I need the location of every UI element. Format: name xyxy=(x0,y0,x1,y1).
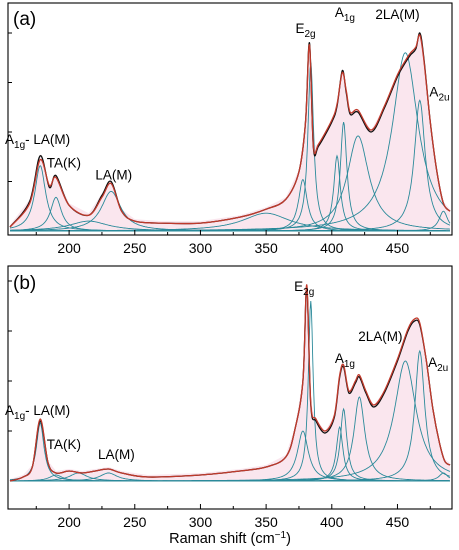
panel-b-label: (b) xyxy=(13,273,36,294)
panel-a-component-peaks xyxy=(9,52,451,232)
panel-a-peak-label-0: E2g xyxy=(295,21,315,40)
panel-a-series-layer xyxy=(9,32,451,228)
panel-b-highlight-band xyxy=(10,285,450,481)
panel-a-tick-label-300: 300 xyxy=(189,240,213,256)
x-axis-label-sup: −1 xyxy=(275,530,287,541)
panel-a-peak-label-2: 2LA(M) xyxy=(375,7,419,22)
panel-b-peak-label-4: A1g- LA(M) xyxy=(5,403,70,422)
panel-b-tick-label-350: 350 xyxy=(254,514,278,530)
panel-b-tick-label-400: 400 xyxy=(320,514,344,530)
panel-a-peak-label-5: TA(K) xyxy=(47,156,81,171)
panel-a-x-ticks: 200 250 300 350 400 450 xyxy=(8,32,431,256)
panel-b-tick-label-250: 250 xyxy=(123,514,147,530)
panel-a-frame xyxy=(7,2,453,236)
panel-a-tick-label-450: 450 xyxy=(386,240,410,256)
panel-a-highlight-layer xyxy=(10,31,450,231)
panel-b-component-peaks xyxy=(9,300,451,482)
panel-b-series-layer xyxy=(9,284,451,482)
panel-a-peak-label-1: A1g xyxy=(335,5,355,24)
panel-b-peak-label-0: E2g xyxy=(294,279,314,298)
panel-b-component-peak-11 xyxy=(10,472,451,482)
x-axis-label-main: Raman shift (cm xyxy=(169,531,275,547)
panel-b-highlight-layer xyxy=(10,285,450,481)
panel-b-fit-line xyxy=(9,284,451,482)
x-axis-label: Raman shift (cm−1) xyxy=(169,530,291,547)
panel-b-peak-label-6: LA(M) xyxy=(98,447,135,462)
panel-b-peak-label-1: A1g xyxy=(335,351,355,370)
panel-b-peak-label-2: 2LA(M) xyxy=(358,329,402,344)
panel-b-peak-label-5: TA(K) xyxy=(47,437,81,452)
panel-a-component-peak-12 xyxy=(10,210,451,232)
panel-b-tick-label-300: 300 xyxy=(189,514,213,530)
panel-a-tick-label-400: 400 xyxy=(320,240,344,256)
x-axis-label-end: ) xyxy=(286,531,291,547)
panel-b-tick-label-450: 450 xyxy=(386,514,410,530)
panel-a-tick-label-350: 350 xyxy=(254,240,278,256)
panel-a-peak-label-6: LA(M) xyxy=(95,168,132,183)
panel-a-tick-label-200: 200 xyxy=(57,240,81,256)
panel-a-peak-label-3: A2u xyxy=(429,84,449,103)
panel-a-label: (a) xyxy=(13,9,36,30)
panel-b-tick-label-200: 200 xyxy=(57,514,81,530)
panel-a-fit-line xyxy=(9,34,451,228)
panel-b-peak-label-3: A2u xyxy=(428,355,448,374)
panel-a-annotations: E2g A1g 2LA(M) A2u A1g- LA(M) TA(K) LA(M) xyxy=(5,5,450,182)
panel-a-tick-label-250: 250 xyxy=(123,240,147,256)
panel-a-peak-label-4: A1g- LA(M) xyxy=(5,132,70,151)
panel-a-highlight-band xyxy=(10,31,450,231)
panel-a: 200 250 300 350 400 450 E2g A1g 2LA(M) A2u A1g- L… xyxy=(5,2,453,256)
panel-b-frame xyxy=(7,265,453,510)
panel-b-x-ticks: 200 250 300 350 400 450 xyxy=(8,280,431,530)
